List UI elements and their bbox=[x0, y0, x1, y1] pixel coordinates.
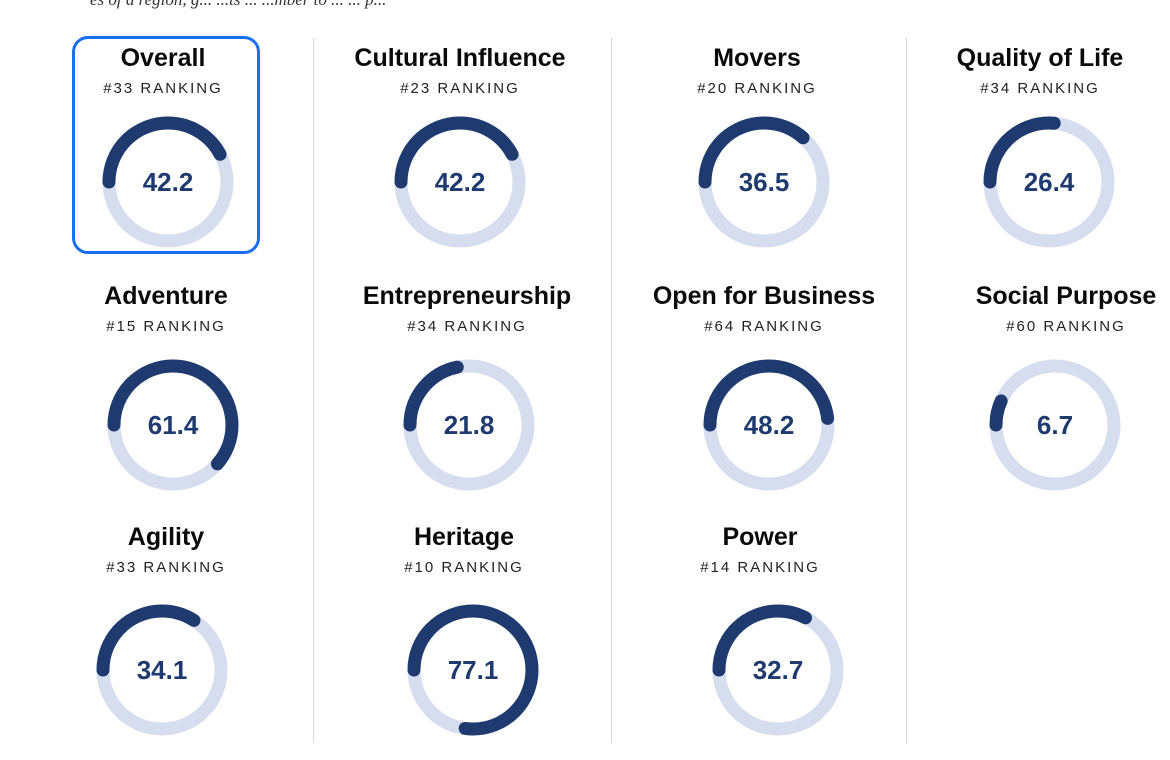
gauge-arc bbox=[703, 359, 835, 491]
gauge-arc bbox=[102, 116, 234, 248]
metric-card-power[interactable]: Power #14 RANKING 32.7 bbox=[610, 523, 910, 743]
score-gauge: 61.4 bbox=[103, 355, 243, 495]
metric-ranking: #33 RANKING bbox=[106, 559, 226, 576]
gauge-arc bbox=[698, 116, 830, 248]
score-gauge: 48.2 bbox=[699, 355, 839, 495]
gauge-svg bbox=[394, 116, 526, 248]
metric-ranking: #23 RANKING bbox=[400, 80, 520, 97]
metric-score: 48.2 bbox=[743, 410, 795, 440]
metric-score: 77.1 bbox=[447, 655, 499, 685]
score-gauge: 21.8 bbox=[399, 355, 539, 495]
metric-ranking: #33 RANKING bbox=[103, 80, 223, 97]
metric-title: Quality of Life bbox=[956, 44, 1124, 72]
gauge-arc bbox=[983, 116, 1115, 248]
metric-card-entrepreneurship[interactable]: Entrepreneurship #34 RANKING 21.8 bbox=[317, 282, 617, 502]
metric-title: Entrepreneurship bbox=[362, 282, 572, 310]
metric-ranking: #64 RANKING bbox=[704, 318, 824, 335]
metric-title: Overall bbox=[120, 44, 206, 72]
gauge-svg bbox=[712, 604, 844, 736]
gauge-svg bbox=[983, 116, 1115, 248]
metric-score: 6.7 bbox=[1036, 410, 1074, 440]
metric-ranking: #14 RANKING bbox=[700, 559, 820, 576]
column-divider bbox=[611, 38, 612, 743]
gauge-arc bbox=[989, 359, 1121, 491]
gauge-arc bbox=[712, 604, 844, 736]
metric-title: Agility bbox=[127, 523, 205, 551]
gauge-svg bbox=[102, 116, 234, 248]
metric-title: Power bbox=[722, 523, 798, 551]
gauge-arc bbox=[403, 359, 535, 491]
metric-ranking: #60 RANKING bbox=[1006, 318, 1126, 335]
gauge-svg bbox=[107, 359, 239, 491]
metric-title: Adventure bbox=[104, 282, 228, 310]
metric-ranking: #10 RANKING bbox=[404, 559, 524, 576]
gauge-arc bbox=[394, 116, 526, 248]
column-divider bbox=[906, 38, 907, 743]
metric-ranking: #34 RANKING bbox=[980, 80, 1100, 97]
score-gauge: 6.7 bbox=[985, 355, 1125, 495]
gauge-svg bbox=[407, 604, 539, 736]
score-gauge: 34.1 bbox=[92, 600, 232, 740]
intro-text-fragment: es of a region, g... ...ts ... ...mber t… bbox=[90, 0, 386, 10]
score-gauge: 77.1 bbox=[403, 600, 543, 740]
metric-card-open-for-business[interactable]: Open for Business #64 RANKING 48.2 bbox=[614, 282, 914, 502]
score-gauge: 42.2 bbox=[390, 112, 530, 252]
metric-title: Open for Business bbox=[652, 282, 876, 310]
metric-title: Social Purpose bbox=[975, 282, 1157, 310]
metric-score: 42.2 bbox=[142, 167, 194, 197]
metric-score: 42.2 bbox=[434, 167, 486, 197]
gauge-svg bbox=[96, 604, 228, 736]
metric-score: 32.7 bbox=[752, 655, 804, 685]
gauge-arc bbox=[407, 604, 539, 736]
gauge-arc bbox=[107, 359, 239, 491]
gauge-arc bbox=[96, 604, 228, 736]
metric-score: 34.1 bbox=[136, 655, 188, 685]
metric-card-quality-of-life[interactable]: Quality of Life #34 RANKING 26.4 bbox=[890, 44, 1170, 264]
metric-ranking: #20 RANKING bbox=[697, 80, 817, 97]
metric-ranking: #34 RANKING bbox=[407, 318, 527, 335]
metric-card-overall[interactable]: Overall #33 RANKING 42.2 bbox=[13, 36, 313, 264]
metric-title: Movers bbox=[713, 44, 801, 72]
metric-score: 61.4 bbox=[147, 410, 199, 440]
metric-card-social-purpose[interactable]: Social Purpose #60 RANKING 6.7 bbox=[916, 282, 1170, 502]
metric-title: Cultural Influence bbox=[354, 44, 566, 72]
column-divider bbox=[313, 38, 314, 743]
gauge-svg bbox=[989, 359, 1121, 491]
gauge-svg bbox=[703, 359, 835, 491]
metric-score: 36.5 bbox=[738, 167, 790, 197]
score-gauge: 42.2 bbox=[98, 112, 238, 252]
metric-card-heritage[interactable]: Heritage #10 RANKING 77.1 bbox=[314, 523, 614, 743]
metric-card-adventure[interactable]: Adventure #15 RANKING 61.4 bbox=[16, 282, 316, 502]
score-gauge: 26.4 bbox=[979, 112, 1119, 252]
score-gauge: 36.5 bbox=[694, 112, 834, 252]
metric-card-movers[interactable]: Movers #20 RANKING 36.5 bbox=[607, 44, 907, 264]
metric-title: Heritage bbox=[413, 523, 515, 551]
metric-ranking: #15 RANKING bbox=[106, 318, 226, 335]
metric-card-cultural-influence[interactable]: Cultural Influence #23 RANKING 42.2 bbox=[310, 44, 610, 264]
score-gauge: 32.7 bbox=[708, 600, 848, 740]
gauge-svg bbox=[403, 359, 535, 491]
metric-score: 26.4 bbox=[1023, 167, 1075, 197]
metric-card-agility[interactable]: Agility #33 RANKING 34.1 bbox=[16, 523, 316, 743]
gauge-svg bbox=[698, 116, 830, 248]
metric-score: 21.8 bbox=[443, 410, 495, 440]
